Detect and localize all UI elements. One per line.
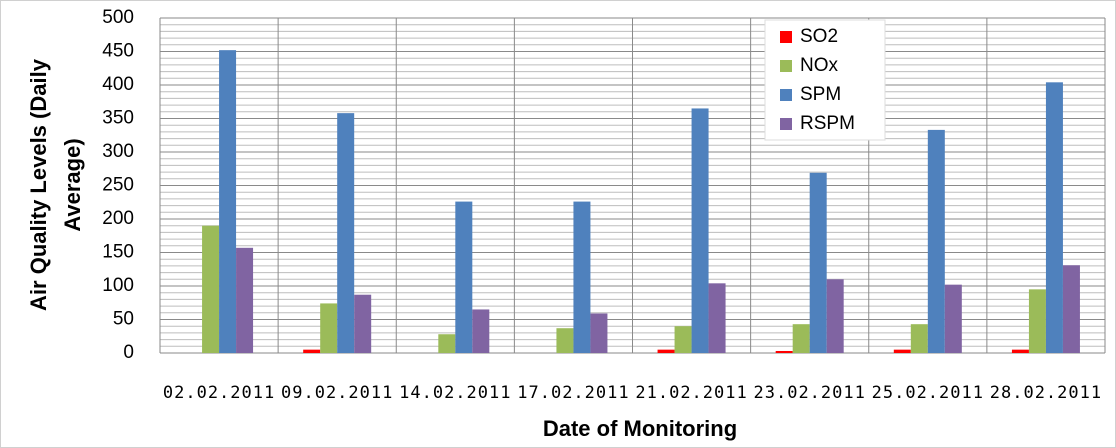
x-tick-label: 02.02.2011 <box>163 383 275 403</box>
bar <box>674 326 692 353</box>
legend-swatch <box>780 31 792 43</box>
bar <box>691 108 709 353</box>
bar <box>573 201 591 353</box>
bar <box>826 279 844 353</box>
bar <box>303 349 321 353</box>
y-axis-label-line: Average) <box>60 138 85 231</box>
x-tick-label: 09.02.2011 <box>281 383 393 403</box>
bar <box>1011 349 1029 353</box>
y-tick-label: 250 <box>102 175 134 196</box>
bar <box>472 309 490 353</box>
legend-swatch <box>780 118 792 130</box>
legend-label: RSPM <box>800 113 855 134</box>
legend-swatch <box>780 60 792 72</box>
bar <box>354 294 372 353</box>
legend-label: NOx <box>800 55 839 76</box>
x-tick-label: 28.02.2011 <box>990 383 1102 403</box>
y-tick-label: 0 <box>123 342 134 363</box>
x-tick-label: 14.02.2011 <box>399 383 511 403</box>
x-tick-label: 21.02.2011 <box>635 383 747 403</box>
y-axis-label: Air Quality Levels (Daily Average) <box>26 58 85 311</box>
y-tick-label: 500 <box>102 7 134 28</box>
bar <box>1045 82 1063 353</box>
y-tick-label: 150 <box>102 242 134 263</box>
bar <box>1028 289 1046 353</box>
bar <box>910 324 928 353</box>
bar <box>455 201 473 353</box>
y-tick-label: 350 <box>102 108 134 129</box>
bar <box>809 172 827 353</box>
y-tick-label: 300 <box>102 141 134 162</box>
y-tick-label: 50 <box>113 309 134 330</box>
x-tick-label: 25.02.2011 <box>872 383 984 403</box>
bar <box>927 129 945 353</box>
bar <box>320 303 338 353</box>
bar <box>219 50 237 353</box>
y-axis-label-line: Air Quality Levels (Daily <box>26 58 51 311</box>
bar <box>792 324 810 353</box>
y-tick-label: 450 <box>102 41 134 62</box>
legend-label: SO2 <box>800 26 838 47</box>
x-axis-label: Date of Monitoring <box>543 416 737 441</box>
bar <box>556 328 574 353</box>
bar <box>775 350 793 353</box>
bar <box>337 113 355 353</box>
x-tick-label: 23.02.2011 <box>754 383 866 403</box>
legend-label: SPM <box>800 84 841 105</box>
bar <box>202 225 220 353</box>
bar <box>893 349 911 353</box>
bar <box>657 349 675 353</box>
bar <box>944 284 962 353</box>
bar <box>1062 265 1080 353</box>
y-tick-label: 100 <box>102 275 134 296</box>
bar <box>236 247 254 353</box>
x-tick-label: 17.02.2011 <box>517 383 629 403</box>
bar <box>438 334 456 353</box>
legend-swatch <box>780 89 792 101</box>
y-tick-label: 400 <box>102 74 134 95</box>
bar <box>590 313 608 353</box>
bar <box>708 283 726 353</box>
y-tick-label: 200 <box>102 208 134 229</box>
